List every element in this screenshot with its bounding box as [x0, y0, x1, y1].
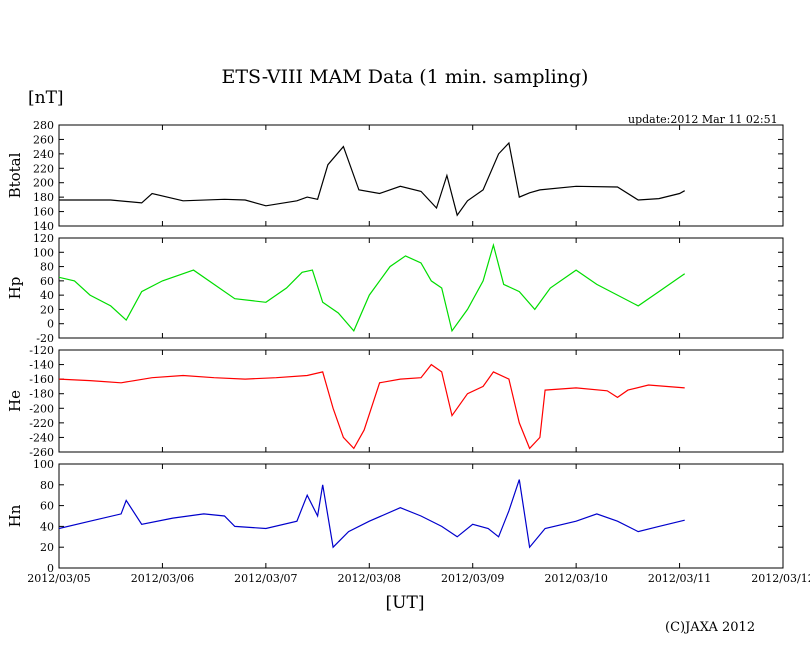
hp-panel-frame	[58, 237, 784, 339]
he-ytick-label: -200	[29, 402, 54, 415]
he-ytick-label: -240	[29, 431, 54, 444]
he-ytick-label: -120	[29, 344, 54, 357]
he-ytick-label: -180	[29, 388, 54, 401]
hp-axis-label: Hp	[6, 277, 24, 300]
btotal-ytick-label: 160	[33, 206, 54, 219]
hp-ytick-label: 0	[47, 318, 54, 331]
he-ytick-label: -220	[29, 417, 54, 430]
btotal-ytick-label: 200	[33, 177, 54, 190]
hn-ytick-label: 40	[40, 520, 54, 533]
unit-label: [nT]	[28, 88, 64, 108]
he-panel-frame	[58, 349, 784, 453]
he-ytick-label: -260	[29, 446, 54, 459]
btotal-ytick-label: 260	[33, 133, 54, 146]
xtick-label: 2012/03/08	[338, 572, 401, 585]
hp-series-line	[59, 242, 686, 333]
hp-ytick-label: 80	[40, 261, 54, 274]
hp-ytick-label: 20	[40, 303, 54, 316]
hp-ytick-label: 120	[33, 232, 54, 245]
hp-ytick-label: -20	[36, 332, 54, 345]
hn-ytick-label: 80	[40, 479, 54, 492]
hn-axis-label: Hn	[6, 504, 24, 527]
xtick-label: 2012/03/06	[131, 572, 194, 585]
copyright-credit: (C)JAXA 2012	[665, 620, 756, 635]
xtick-label: 2012/03/11	[648, 572, 711, 585]
xtick-label: 2012/03/07	[234, 572, 297, 585]
update-timestamp: update:2012 Mar 11 02:51	[628, 113, 778, 126]
xtick-label: 2012/03/12	[751, 572, 810, 585]
hn-ytick-label: 100	[33, 458, 54, 471]
btotal-panel-frame	[58, 124, 784, 227]
btotal-ytick-label: 240	[33, 148, 54, 161]
xtick-label: 2012/03/05	[27, 572, 90, 585]
he-ytick-label: -140	[29, 359, 54, 372]
he-series-line	[59, 363, 685, 450]
btotal-ytick-label: 180	[33, 191, 54, 204]
hn-ytick-label: 0	[47, 562, 54, 575]
hp-ytick-label: 40	[40, 289, 54, 302]
btotal-series-line	[59, 141, 685, 217]
x-axis-title: [UT]	[385, 593, 425, 613]
he-ytick-label: -160	[29, 373, 54, 386]
hn-ytick-label: 20	[40, 541, 54, 554]
hn-ytick-label: 60	[40, 500, 54, 513]
he-axis-label: He	[6, 390, 24, 412]
hp-ytick-label: 100	[33, 246, 54, 259]
btotal-ytick-label: 140	[33, 220, 54, 233]
hn-panel-frame	[58, 463, 784, 569]
btotal-axis-label: Btotal	[6, 152, 24, 198]
btotal-ytick-label: 280	[33, 119, 54, 132]
btotal-ytick-label: 220	[33, 162, 54, 175]
chart-title: ETS-VIII MAM Data (1 min. sampling)	[221, 66, 589, 88]
hp-ytick-label: 60	[40, 275, 54, 288]
xtick-label: 2012/03/10	[544, 572, 607, 585]
hn-series-line	[59, 479, 685, 549]
xtick-label: 2012/03/09	[441, 572, 504, 585]
